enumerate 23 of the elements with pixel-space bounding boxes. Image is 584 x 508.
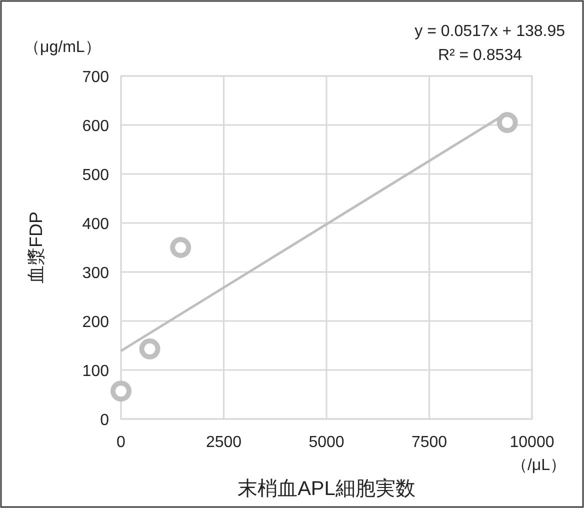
y-tick-label: 700 bbox=[82, 69, 110, 86]
y-axis-title: 血漿FDP bbox=[26, 212, 46, 284]
point bbox=[110, 380, 132, 402]
y-tick-label: 200 bbox=[82, 314, 110, 331]
y-tick-label: 600 bbox=[82, 118, 110, 135]
text: R² = 0.8534 bbox=[438, 47, 522, 64]
x-tick-label: 0 bbox=[116, 434, 126, 451]
x-tick-label: 7500 bbox=[411, 434, 448, 451]
x-tick-label: 10000 bbox=[510, 434, 554, 451]
text: y = 0.0517x + 138.95 bbox=[414, 23, 566, 40]
point bbox=[170, 237, 192, 258]
y-tick-label: 0 bbox=[100, 412, 110, 429]
point bbox=[496, 112, 518, 134]
point bbox=[139, 338, 160, 360]
x-axis-title: 末梢血APL細胞実数 bbox=[238, 477, 416, 500]
text: （μg/mL） bbox=[24, 39, 101, 56]
text: （/μL） bbox=[511, 457, 566, 474]
y-tick-label: 400 bbox=[82, 216, 110, 233]
x-tick-label: 5000 bbox=[308, 434, 344, 451]
y-tick-label: 500 bbox=[82, 167, 110, 184]
x-tick-label: 2500 bbox=[206, 434, 242, 451]
y-tick-label: 100 bbox=[82, 363, 110, 380]
y-tick-label: 300 bbox=[82, 265, 110, 282]
